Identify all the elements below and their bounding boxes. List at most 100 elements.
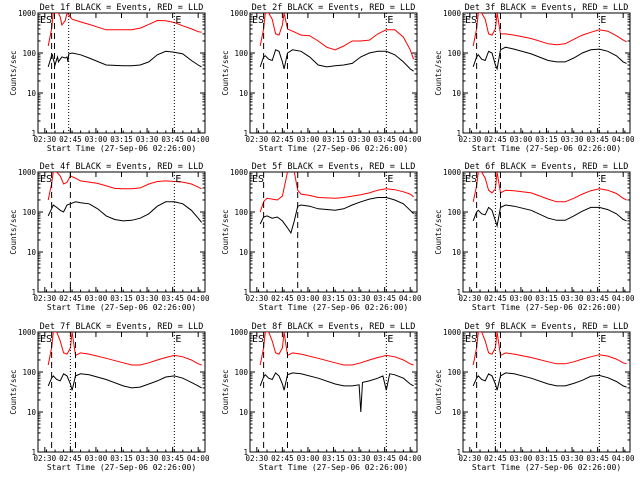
panel-9: Det 9f BLACK = Events, RED = LLD 1 10 100 10… (434, 322, 635, 472)
x-tick-label: 03:45 (586, 454, 609, 463)
series-events-line (259, 49, 414, 72)
x-tick-label: 03:45 (373, 294, 396, 303)
x-tick-label: 03:00 (510, 294, 533, 303)
x-tick-label: 02:30 (246, 454, 269, 463)
x-tick-label: 02:45 (59, 135, 82, 144)
y-tick-label: 10 (452, 408, 462, 417)
x-tick-label: 03:00 (510, 454, 533, 463)
x-tick-label: 03:30 (561, 135, 584, 144)
y-tick-label: 1 (456, 288, 461, 297)
series-events-line (47, 50, 202, 68)
panel-6: Det 6f BLACK = Events, RED = LLD 1 10 100 10… (434, 162, 635, 312)
x-tick-label: 03:45 (161, 454, 184, 463)
x-tick-label: 03:00 (85, 454, 108, 463)
x-tick-label: 03:00 (297, 294, 320, 303)
x-tick-label: 04:00 (612, 294, 635, 303)
x-tick-label: 04:00 (399, 294, 422, 303)
x-axis-label: Start Time (27-Sep-06 02:26:00) (259, 463, 408, 472)
series-lld-line (47, 332, 202, 366)
x-axis-label: Start Time (27-Sep-06 02:26:00) (47, 463, 196, 472)
series-events-line (472, 372, 627, 391)
y-tick-label: 1000 (18, 328, 37, 337)
x-tick-label: 03:45 (161, 135, 184, 144)
series-lld-line (47, 13, 202, 47)
marker-label-es: ES (40, 174, 52, 185)
x-tick-label: 03:45 (586, 135, 609, 144)
panel-7: Det 7f BLACK = Events, RED = LLD 1 10 100 10… (9, 322, 210, 472)
y-tick-label: 1 (243, 288, 248, 297)
series-lld-line (259, 172, 414, 213)
x-axis-label: Start Time (27-Sep-06 02:26:00) (259, 144, 408, 153)
y-axis-label: Counts/sec (9, 369, 18, 414)
y-tick-label: 100 (447, 49, 461, 58)
x-tick-label: 03:30 (136, 294, 159, 303)
x-tick-label: 03:45 (161, 294, 184, 303)
marker-label-es: ES (40, 15, 52, 26)
y-axis-label: Counts/sec (9, 50, 18, 95)
x-tick-label: 02:30 (34, 135, 57, 144)
x-tick-label: 02:45 (484, 135, 507, 144)
x-tick-label: 02:30 (34, 454, 57, 463)
x-tick-label: 02:30 (246, 294, 269, 303)
x-tick-label: 02:30 (246, 135, 269, 144)
marker-label-es: ES (252, 15, 264, 26)
y-tick-label: 100 (447, 368, 461, 377)
series-lld-line (259, 332, 414, 366)
x-tick-label: 03:00 (510, 135, 533, 144)
chart-title: Det 3f BLACK = Events, RED = LLD (465, 3, 629, 13)
marker-label-e: E (600, 15, 606, 26)
y-axis-label: Counts/sec (221, 369, 230, 414)
y-tick-label: 100 (22, 208, 36, 217)
y-tick-label: 10 (27, 248, 37, 257)
x-tick-label: 03:15 (535, 454, 558, 463)
x-tick-label: 02:30 (459, 135, 482, 144)
x-tick-label: 03:30 (348, 454, 371, 463)
x-tick-label: 03:30 (561, 294, 584, 303)
x-tick-label: 02:45 (484, 294, 507, 303)
x-tick-label: 03:45 (373, 135, 396, 144)
y-tick-label: 10 (27, 408, 37, 417)
chart-title: Det 5f BLACK = Events, RED = LLD (252, 162, 416, 172)
chart-title: Det 9f BLACK = Events, RED = LLD (465, 322, 629, 332)
x-tick-label: 02:45 (484, 454, 507, 463)
marker-label-e: E (175, 15, 181, 26)
marker-label-e: E (175, 334, 181, 345)
plot-frame (37, 171, 206, 293)
x-axis-label: Start Time (27-Sep-06 02:26:00) (259, 303, 408, 312)
x-tick-label: 03:45 (586, 294, 609, 303)
y-axis-label: Counts/sec (434, 209, 443, 254)
panel-2: Det 2f BLACK = Events, RED = LLD 1 10 100 10… (221, 3, 422, 153)
y-tick-label: 1000 (230, 9, 249, 18)
x-axis-label: Start Time (27-Sep-06 02:26:00) (472, 144, 621, 153)
y-tick-label: 1000 (18, 9, 37, 18)
x-tick-label: 04:00 (187, 135, 210, 144)
x-tick-label: 03:00 (85, 294, 108, 303)
marker-label-es: ES (465, 174, 477, 185)
y-tick-label: 10 (27, 89, 37, 98)
series-lld-line (259, 13, 415, 60)
series-events-line (259, 372, 414, 413)
plot-frame (37, 12, 206, 134)
x-tick-label: 04:00 (612, 135, 635, 144)
y-tick-label: 100 (234, 208, 248, 217)
marker-label-es: ES (252, 174, 264, 185)
x-tick-label: 02:30 (459, 454, 482, 463)
series-lld-line (472, 13, 627, 47)
x-tick-label: 02:45 (271, 294, 294, 303)
x-axis-label: Start Time (27-Sep-06 02:26:00) (47, 144, 196, 153)
y-tick-label: 100 (22, 368, 36, 377)
y-tick-label: 1000 (443, 328, 462, 337)
y-tick-label: 1 (243, 448, 248, 457)
series-lld-line (472, 172, 627, 203)
x-axis-label: Start Time (27-Sep-06 02:26:00) (47, 303, 196, 312)
x-tick-label: 04:00 (399, 135, 422, 144)
y-tick-label: 1 (243, 129, 248, 138)
y-tick-label: 10 (452, 89, 462, 98)
y-tick-label: 100 (234, 368, 248, 377)
x-tick-label: 03:15 (110, 135, 133, 144)
chart-title: Det 2f BLACK = Events, RED = LLD (252, 3, 416, 13)
x-tick-label: 02:45 (271, 135, 294, 144)
chart-title: Det 6f BLACK = Events, RED = LLD (465, 162, 629, 172)
x-tick-label: 03:15 (535, 135, 558, 144)
